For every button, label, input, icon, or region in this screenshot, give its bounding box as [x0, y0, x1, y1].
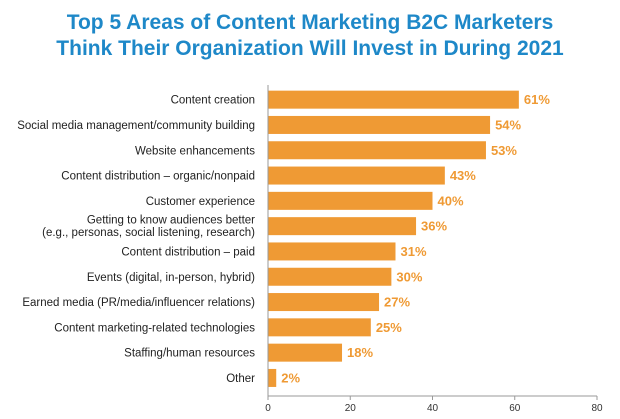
bar	[268, 368, 277, 387]
data-label: 18%	[347, 345, 373, 360]
category-label: (e.g., personas, social listening, resea…	[42, 227, 255, 239]
data-label: 25%	[376, 320, 402, 335]
category-label: Getting to know audiences better	[87, 215, 255, 227]
bar	[268, 115, 491, 134]
category-label: Staffing/human resources	[124, 348, 255, 360]
category-label: Customer experience	[146, 196, 255, 208]
bar	[268, 267, 392, 286]
category-label: Website enhancements	[135, 145, 255, 157]
category-label: Social media management/community buildi…	[17, 120, 255, 132]
category-label: Content distribution – organic/nonpaid	[61, 171, 255, 183]
bar	[268, 141, 486, 160]
category-label: Events (digital, in-person, hybrid)	[87, 272, 255, 284]
chart-title-line-2: Think Their Organization Will Invest in …	[56, 37, 564, 60]
bar	[268, 191, 433, 210]
data-label: 54%	[495, 117, 521, 132]
data-label: 31%	[400, 244, 426, 259]
data-label: 43%	[450, 168, 476, 183]
data-label: 53%	[491, 143, 517, 158]
bar	[268, 318, 371, 337]
data-label: 27%	[384, 295, 410, 310]
x-tick-label: 20	[345, 403, 357, 414]
category-label: Content marketing-related technologies	[54, 322, 255, 334]
bar	[268, 343, 343, 362]
bar	[268, 242, 396, 261]
data-label: 40%	[438, 193, 464, 208]
x-tick-label: 0	[265, 403, 271, 414]
bar	[268, 217, 417, 236]
x-tick-label: 80	[591, 403, 603, 414]
chart-title: Top 5 Areas of Content Marketing B2C Mar…	[0, 10, 620, 62]
x-tick-label: 60	[509, 403, 521, 414]
category-label: Content creation	[171, 95, 255, 107]
x-tick-label: 40	[427, 403, 439, 414]
category-label: Earned media (PR/media/influencer relati…	[22, 297, 255, 309]
data-label: 36%	[421, 219, 447, 234]
category-label: Content distribution – paid	[121, 246, 255, 258]
chart-title-line-1: Top 5 Areas of Content Marketing B2C Mar…	[66, 11, 554, 34]
bar	[268, 166, 445, 185]
data-label: 2%	[281, 370, 300, 385]
data-label: 61%	[524, 92, 550, 107]
data-label: 30%	[396, 269, 422, 284]
category-label: Other	[226, 373, 255, 385]
bar	[268, 293, 380, 312]
bar	[268, 90, 519, 109]
